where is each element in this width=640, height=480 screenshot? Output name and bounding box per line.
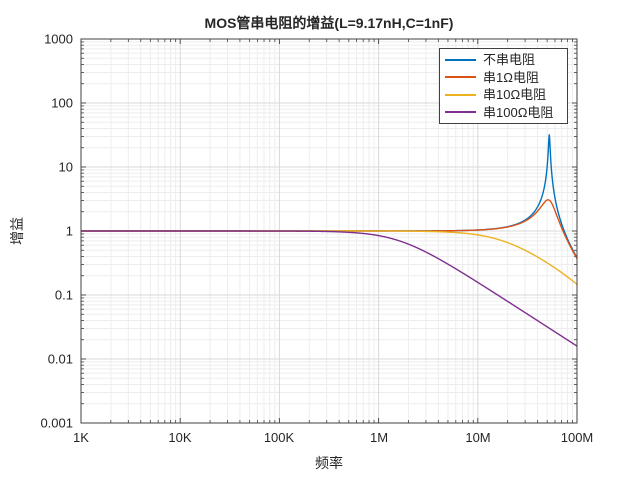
plot-frame (80, 38, 578, 424)
y-tick-label-100: 100 (51, 95, 73, 111)
series-curve-3 (80, 230, 578, 347)
x-tick-label-1m: 1M (369, 430, 389, 445)
x-tick-label-100m: 100M (560, 430, 594, 445)
x-axis-label: 频率 (315, 455, 343, 471)
series-curve-2 (80, 230, 578, 285)
legend-item-label: 不串电阻 (483, 52, 536, 68)
x-tick-label-1k: 1K (73, 430, 89, 445)
y-tick-label-0p001: 0.001 (40, 415, 73, 431)
legend-box: 不串电阻 串1Ω电阻 串10Ω电阻 串100Ω电阻 (439, 48, 568, 124)
legend-row: 不串电阻 (445, 51, 562, 68)
y-tick-label-1000: 1000 (44, 31, 73, 47)
y-tick-label-1: 1 (65, 223, 73, 239)
legend-line-swatch-10ohm (445, 93, 476, 96)
legend-item-label: 串1Ω电阻 (483, 69, 539, 85)
legend-line-swatch-no-resistor (445, 58, 476, 61)
chart-title: MOS管串电阻的增益(L=9.17nH,C=1nF) (204, 15, 454, 31)
y-tick-label-0p1: 0.1 (54, 287, 73, 303)
legend-row: 串10Ω电阻 (445, 86, 562, 103)
legend-row: 串100Ω电阻 (445, 104, 562, 121)
legend-line-swatch-1ohm (445, 76, 476, 79)
x-tick-label-100k: 100K (263, 430, 295, 445)
legend-item-label: 串100Ω电阻 (483, 104, 554, 120)
y-tick-label-0p01: 0.01 (47, 351, 73, 367)
y-axis-label: 增益 (9, 217, 25, 245)
y-tick-label-10: 10 (58, 159, 73, 175)
series-curve-0 (80, 134, 578, 259)
legend-item-label: 串10Ω电阻 (483, 87, 547, 103)
series-curve-1 (80, 199, 578, 259)
x-tick-label-10k: 10K (168, 430, 192, 445)
x-tick-label-10m: 10M (465, 430, 491, 445)
legend-line-swatch-100ohm (445, 111, 476, 114)
legend-row: 串1Ω电阻 (445, 69, 562, 86)
